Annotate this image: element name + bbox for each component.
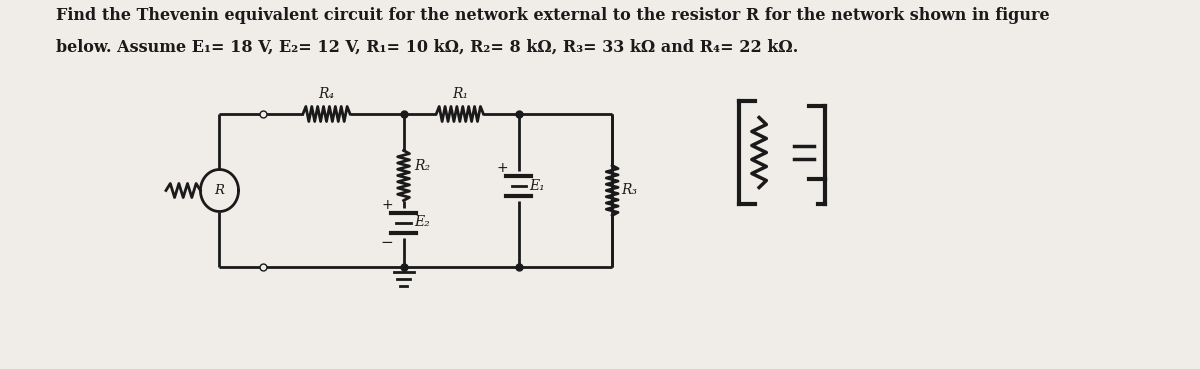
Text: +: +: [382, 197, 394, 211]
Text: R₁: R₁: [451, 87, 468, 101]
Text: +: +: [497, 161, 509, 175]
Text: below. Assume E₁= 18 V, E₂= 12 V, R₁= 10 kΩ, R₂= 8 kΩ, R₃= 33 kΩ and R₄= 22 kΩ.: below. Assume E₁= 18 V, E₂= 12 V, R₁= 10…: [56, 39, 798, 56]
Text: E₁: E₁: [529, 179, 546, 193]
Text: −: −: [380, 235, 394, 250]
Text: R₃: R₃: [622, 183, 637, 197]
Text: R: R: [215, 184, 224, 197]
Text: E₂: E₂: [414, 215, 431, 230]
Text: R₄: R₄: [318, 87, 335, 101]
Text: Find the Thevenin equivalent circuit for the network external to the resistor R : Find the Thevenin equivalent circuit for…: [56, 7, 1050, 24]
Text: R₂: R₂: [414, 159, 431, 172]
